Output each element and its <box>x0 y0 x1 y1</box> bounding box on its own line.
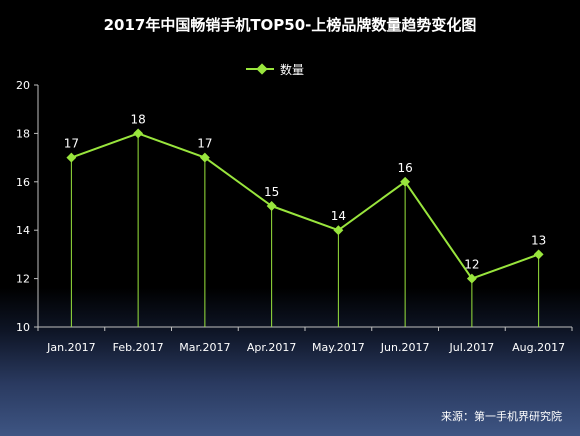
chart-title: 2017年中国畅销手机TOP50-上榜品牌数量趋势变化图 <box>103 16 477 34</box>
x-tick-label: Jul.2017 <box>448 341 494 354</box>
legend-marker <box>256 63 268 75</box>
data-label: 15 <box>264 185 279 199</box>
x-tick-label: Jan.2017 <box>46 341 95 354</box>
data-label: 12 <box>464 258 479 272</box>
data-label: 17 <box>197 137 212 151</box>
y-tick-label: 16 <box>16 176 30 189</box>
data-label: 18 <box>130 112 145 126</box>
series-line <box>71 132 539 280</box>
y-tick-label: 10 <box>16 321 30 334</box>
x-tick-label: May.2017 <box>312 341 365 354</box>
data-label: 14 <box>331 209 346 223</box>
data-label: 16 <box>397 161 412 175</box>
x-tick-label: Aug.2017 <box>512 341 565 354</box>
data-point <box>333 225 344 236</box>
y-tick-label: 20 <box>16 79 30 92</box>
y-tick-label: 12 <box>16 273 30 286</box>
data-point <box>133 128 144 139</box>
data-point <box>533 249 544 260</box>
x-tick-label: Mar.2017 <box>179 341 230 354</box>
x-tick-label: Apr.2017 <box>247 341 297 354</box>
y-tick-label: 14 <box>16 224 30 237</box>
x-tick-label: Feb.2017 <box>113 341 164 354</box>
data-point <box>199 152 210 163</box>
data-point <box>466 273 477 284</box>
data-point <box>400 176 411 187</box>
x-tick-label: Jun.2017 <box>380 341 430 354</box>
source-note: 来源：第一手机界研究院 <box>441 410 562 423</box>
data-label: 13 <box>531 233 546 247</box>
data-point <box>266 201 277 211</box>
data-point <box>66 152 77 163</box>
data-label: 17 <box>64 137 79 151</box>
legend-label: 数量 <box>280 62 304 77</box>
y-tick-label: 18 <box>16 127 30 140</box>
